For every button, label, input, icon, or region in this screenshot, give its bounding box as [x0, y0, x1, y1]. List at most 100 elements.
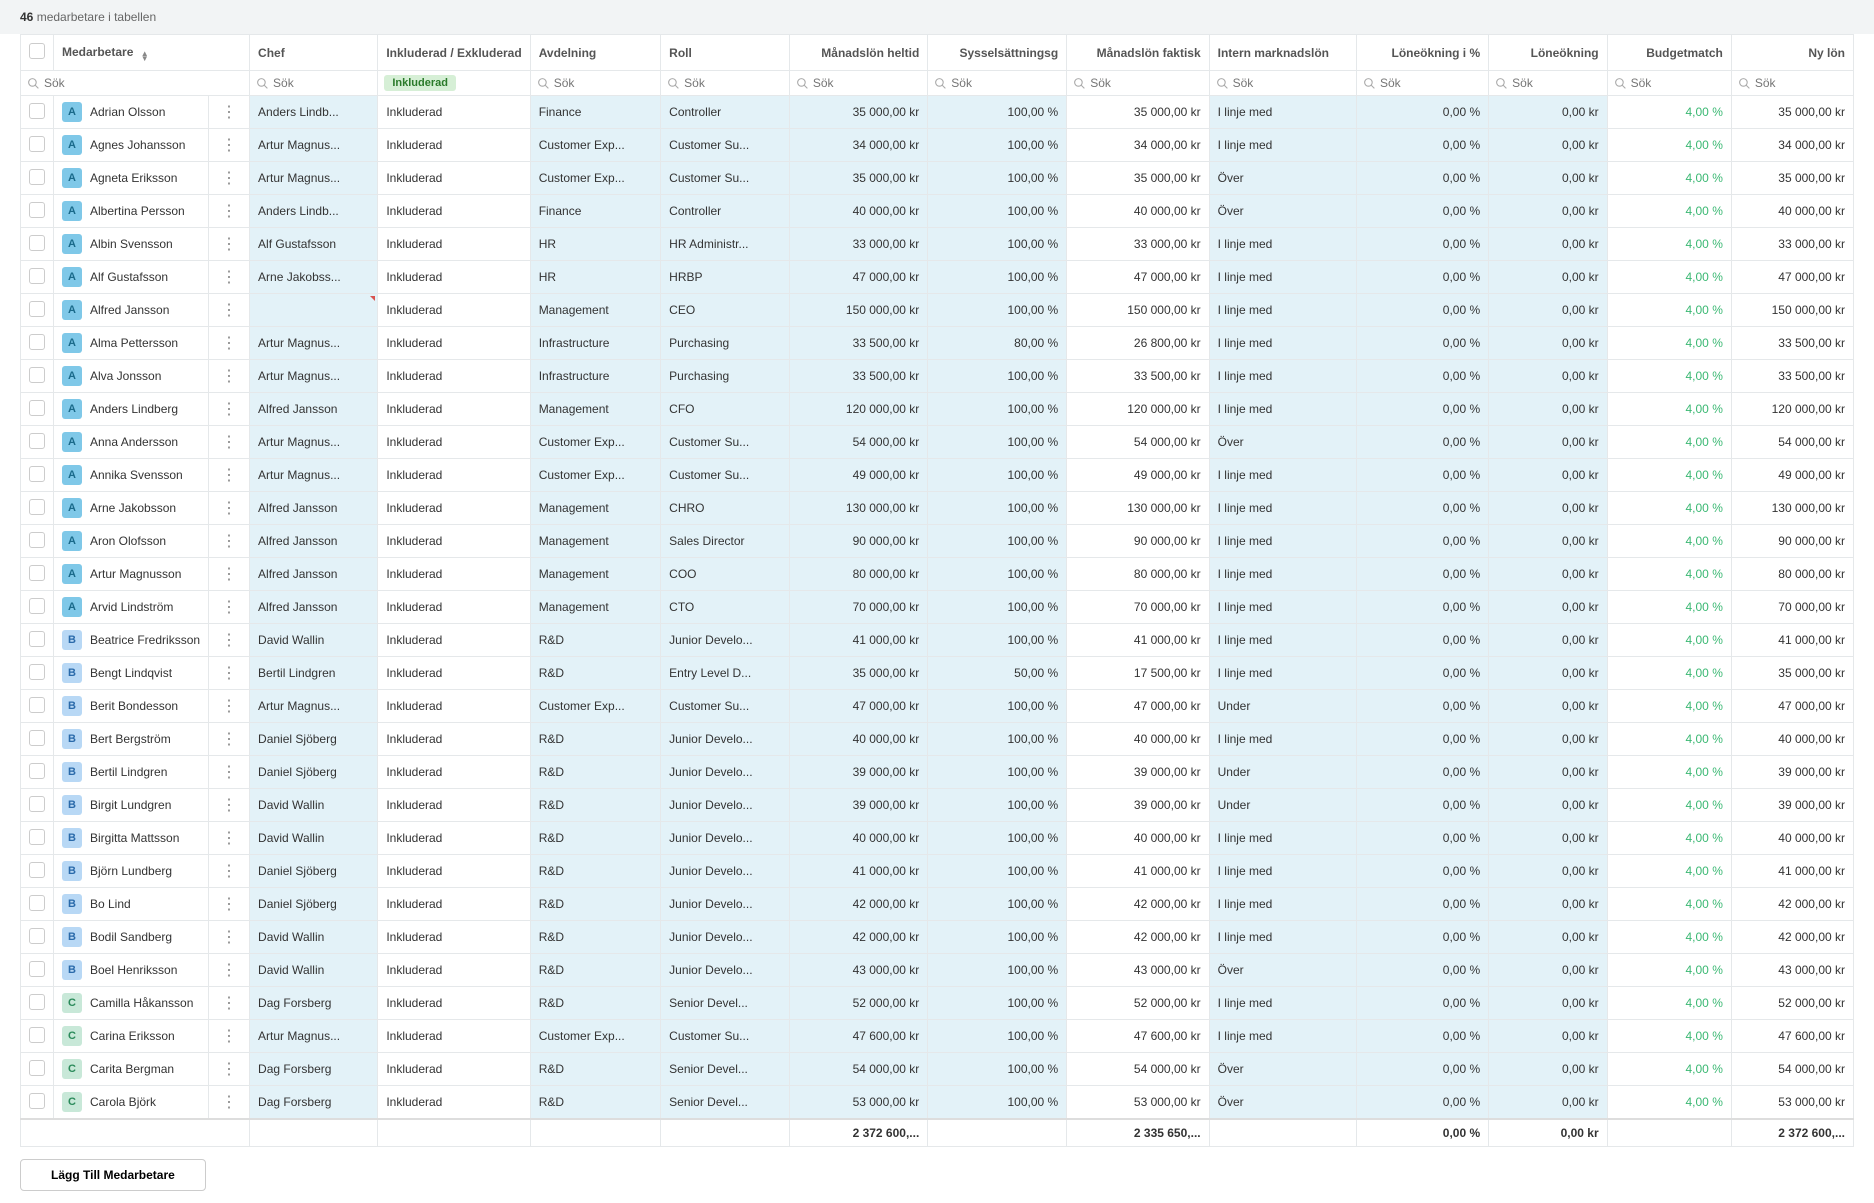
market-cell[interactable]: Under — [1209, 789, 1356, 822]
included-cell[interactable]: Inkluderad — [378, 723, 530, 756]
included-cell[interactable]: Inkluderad — [378, 954, 530, 987]
row-checkbox[interactable] — [29, 1027, 45, 1043]
employment-rate-cell[interactable]: 100,00 % — [928, 129, 1067, 162]
row-checkbox[interactable] — [29, 1093, 45, 1109]
employee-name-cell[interactable]: AAlma Pettersson — [54, 327, 209, 360]
increase-kr-cell[interactable]: 0,00 kr — [1489, 591, 1607, 624]
increase-kr-cell[interactable]: 0,00 kr — [1489, 360, 1607, 393]
increase-kr-cell[interactable]: 0,00 kr — [1489, 987, 1607, 1020]
increase-kr-cell[interactable]: 0,00 kr — [1489, 525, 1607, 558]
employment-rate-cell[interactable]: 100,00 % — [928, 855, 1067, 888]
department-cell[interactable]: R&D — [530, 1053, 660, 1086]
increase-pct-cell[interactable]: 0,00 % — [1356, 129, 1488, 162]
increase-kr-cell[interactable]: 0,00 kr — [1489, 1020, 1607, 1053]
increase-kr-cell[interactable]: 0,00 kr — [1489, 228, 1607, 261]
increase-pct-cell[interactable]: 0,00 % — [1356, 657, 1488, 690]
increase-pct-cell[interactable]: 0,00 % — [1356, 426, 1488, 459]
role-cell[interactable]: Purchasing — [661, 360, 790, 393]
role-cell[interactable]: CFO — [661, 393, 790, 426]
more-actions-button[interactable]: ⋮ — [217, 762, 241, 782]
employee-name-cell[interactable]: BBengt Lindqvist — [54, 657, 209, 690]
market-cell[interactable]: I linje med — [1209, 1020, 1356, 1053]
row-checkbox[interactable] — [29, 763, 45, 779]
table-row[interactable]: AAgneta Eriksson⋮Artur Magnus...Inkluder… — [21, 162, 1854, 195]
employee-name-cell[interactable]: BBodil Sandberg — [54, 921, 209, 954]
role-cell[interactable]: HR Administr... — [661, 228, 790, 261]
search-faktisk-input[interactable] — [1090, 76, 1202, 90]
market-cell[interactable]: Över — [1209, 954, 1356, 987]
increase-pct-cell[interactable]: 0,00 % — [1356, 591, 1488, 624]
row-checkbox[interactable] — [29, 268, 45, 284]
table-row[interactable]: AAlva Jonsson⋮Artur Magnus...InkluderadI… — [21, 360, 1854, 393]
role-cell[interactable]: Purchasing — [661, 327, 790, 360]
department-cell[interactable]: R&D — [530, 855, 660, 888]
monthly-fulltime-cell[interactable]: 35 000,00 kr — [789, 162, 927, 195]
increase-pct-cell[interactable]: 0,00 % — [1356, 756, 1488, 789]
increase-kr-cell[interactable]: 0,00 kr — [1489, 327, 1607, 360]
increase-kr-cell[interactable]: 0,00 kr — [1489, 459, 1607, 492]
role-cell[interactable]: Customer Su... — [661, 690, 790, 723]
table-row[interactable]: AAgnes Johansson⋮Artur Magnus...Inkluder… — [21, 129, 1854, 162]
employee-name-cell[interactable]: AAgneta Eriksson — [54, 162, 209, 195]
increase-pct-cell[interactable]: 0,00 % — [1356, 261, 1488, 294]
market-cell[interactable]: Över — [1209, 1053, 1356, 1086]
department-cell[interactable]: R&D — [530, 987, 660, 1020]
included-cell[interactable]: Inkluderad — [378, 129, 530, 162]
chef-cell[interactable]: Alfred Jansson — [250, 591, 378, 624]
department-cell[interactable]: R&D — [530, 954, 660, 987]
increase-pct-cell[interactable]: 0,00 % — [1356, 294, 1488, 327]
employment-rate-cell[interactable]: 100,00 % — [928, 96, 1067, 129]
table-row[interactable]: BBeatrice Fredriksson⋮David WallinInklud… — [21, 624, 1854, 657]
monthly-fulltime-cell[interactable]: 150 000,00 kr — [789, 294, 927, 327]
increase-kr-cell[interactable]: 0,00 kr — [1489, 789, 1607, 822]
employee-name-cell[interactable]: AAnna Andersson — [54, 426, 209, 459]
employee-name-cell[interactable]: AAdrian Olsson — [54, 96, 209, 129]
included-cell[interactable]: Inkluderad — [378, 822, 530, 855]
row-checkbox[interactable] — [29, 235, 45, 251]
department-cell[interactable]: R&D — [530, 723, 660, 756]
increase-pct-cell[interactable]: 0,00 % — [1356, 888, 1488, 921]
increase-kr-cell[interactable]: 0,00 kr — [1489, 756, 1607, 789]
increase-kr-cell[interactable]: 0,00 kr — [1489, 921, 1607, 954]
employee-name-cell[interactable]: AAnnika Svensson — [54, 459, 209, 492]
market-cell[interactable]: I linje med — [1209, 888, 1356, 921]
more-actions-button[interactable]: ⋮ — [217, 630, 241, 650]
header-employee[interactable]: Medarbetare ▲▼ — [54, 35, 250, 71]
market-cell[interactable]: I linje med — [1209, 921, 1356, 954]
market-cell[interactable]: I linje med — [1209, 360, 1356, 393]
more-actions-button[interactable]: ⋮ — [217, 1026, 241, 1046]
row-checkbox[interactable] — [29, 136, 45, 152]
increase-pct-cell[interactable]: 0,00 % — [1356, 459, 1488, 492]
employment-rate-cell[interactable]: 100,00 % — [928, 921, 1067, 954]
department-cell[interactable]: R&D — [530, 822, 660, 855]
more-actions-button[interactable]: ⋮ — [217, 663, 241, 683]
search-role-input[interactable] — [684, 76, 783, 90]
employment-rate-cell[interactable]: 100,00 % — [928, 195, 1067, 228]
monthly-fulltime-cell[interactable]: 47 000,00 kr — [789, 690, 927, 723]
monthly-fulltime-cell[interactable]: 52 000,00 kr — [789, 987, 927, 1020]
monthly-fulltime-cell[interactable]: 35 000,00 kr — [789, 657, 927, 690]
monthly-fulltime-cell[interactable]: 33 500,00 kr — [789, 360, 927, 393]
table-row[interactable]: AAnnika Svensson⋮Artur Magnus...Inkluder… — [21, 459, 1854, 492]
employment-rate-cell[interactable]: 100,00 % — [928, 822, 1067, 855]
chef-cell[interactable]: David Wallin — [250, 789, 378, 822]
increase-pct-cell[interactable]: 0,00 % — [1356, 1020, 1488, 1053]
header-included[interactable]: Inkluderad / Exkluderad — [378, 35, 530, 71]
increase-pct-cell[interactable]: 0,00 % — [1356, 327, 1488, 360]
role-cell[interactable]: Entry Level D... — [661, 657, 790, 690]
monthly-fulltime-cell[interactable]: 39 000,00 kr — [789, 756, 927, 789]
chef-cell[interactable]: Alfred Jansson — [250, 393, 378, 426]
chef-cell[interactable]: Artur Magnus... — [250, 327, 378, 360]
increase-kr-cell[interactable]: 0,00 kr — [1489, 129, 1607, 162]
row-checkbox[interactable] — [29, 565, 45, 581]
monthly-fulltime-cell[interactable]: 33 000,00 kr — [789, 228, 927, 261]
market-cell[interactable]: I linje med — [1209, 96, 1356, 129]
header-monthly-fulltime[interactable]: Månadslön heltid — [789, 35, 927, 71]
more-actions-button[interactable]: ⋮ — [217, 135, 241, 155]
market-cell[interactable]: Under — [1209, 756, 1356, 789]
employment-rate-cell[interactable]: 100,00 % — [928, 591, 1067, 624]
employment-rate-cell[interactable]: 100,00 % — [928, 162, 1067, 195]
monthly-fulltime-cell[interactable]: 130 000,00 kr — [789, 492, 927, 525]
included-cell[interactable]: Inkluderad — [378, 426, 530, 459]
header-department[interactable]: Avdelning — [530, 35, 660, 71]
